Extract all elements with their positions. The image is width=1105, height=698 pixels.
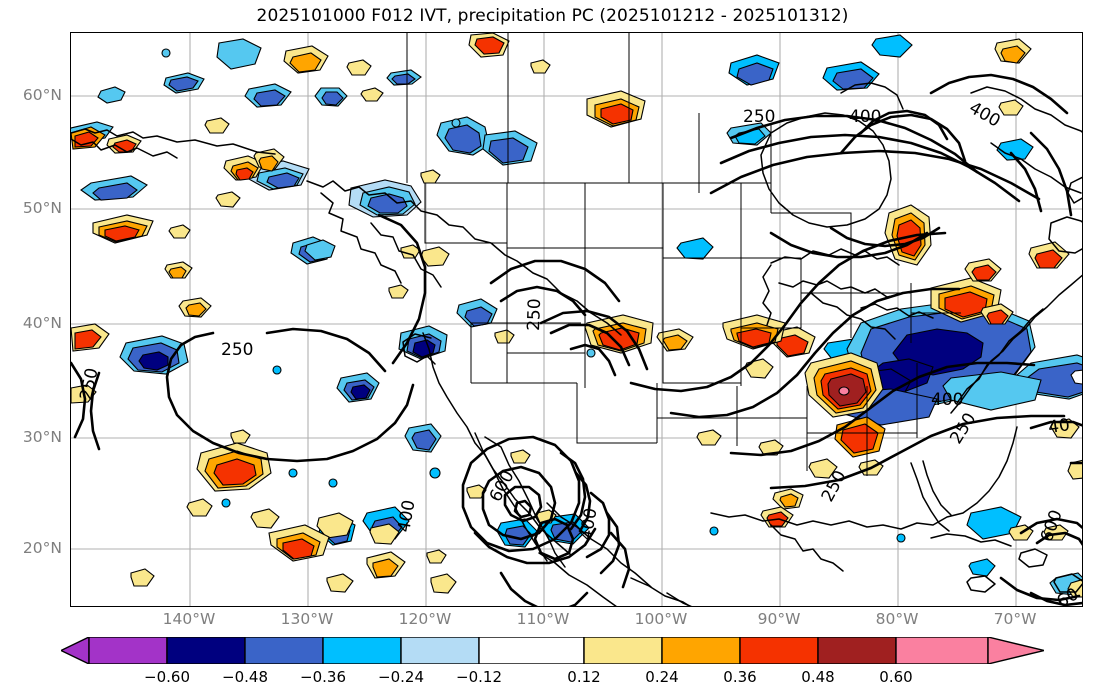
ytick-label-0: 60°N bbox=[22, 86, 62, 104]
figure-title: 2025101000 F012 IVT, precipitation PC (2… bbox=[256, 6, 849, 26]
colorbar-tick-label-4: −0.12 bbox=[456, 668, 502, 686]
contour-label-400-labrador: 400 bbox=[966, 98, 1004, 132]
coastlines-and-borders bbox=[71, 82, 1082, 606]
colorbar-band-2 bbox=[244, 637, 324, 664]
map-plot-area[interactable]: 250 250 250 250 400 400 400 250 250 40 6… bbox=[70, 32, 1083, 607]
colorbar-band-4 bbox=[400, 637, 480, 664]
contour-label-250-left: 250 bbox=[76, 366, 102, 402]
colorbar-band-8 bbox=[739, 637, 819, 664]
ytick-label-1: 50°N bbox=[22, 199, 62, 217]
contour-label-400-atlantic: 400 bbox=[931, 390, 963, 410]
ytick-label-4: 20°N bbox=[22, 539, 62, 557]
colorbar-band-3 bbox=[322, 637, 402, 664]
colorbar-tick-label-5: 0.12 bbox=[567, 668, 601, 686]
colorbar-tick-label-1: −0.48 bbox=[222, 668, 268, 686]
colorbar-band-0 bbox=[88, 637, 168, 664]
colorbar-band-5 bbox=[478, 637, 585, 664]
colorbar-band-7 bbox=[661, 637, 741, 664]
colorbar-over-arrow bbox=[987, 637, 1044, 664]
xtick-label-1: 130°W bbox=[280, 610, 334, 628]
colorbar-tick-label-8: 0.48 bbox=[801, 668, 835, 686]
contour-label-250-canada: 250 bbox=[743, 107, 775, 127]
xtick-label-3: 110°W bbox=[516, 610, 570, 628]
xtick-label-7: 70°W bbox=[993, 610, 1037, 628]
colorbar[interactable] bbox=[61, 637, 1044, 664]
ytick-label-2: 40°N bbox=[22, 314, 62, 332]
colorbar-tick-label-6: 0.24 bbox=[645, 668, 679, 686]
ivt-contours bbox=[71, 73, 1082, 606]
colorbar-band-10 bbox=[895, 637, 989, 664]
colorbar-tick-label-9: 0.60 bbox=[879, 668, 913, 686]
contour-label-250-pacific: 250 bbox=[221, 340, 253, 360]
contour-label-400-canada: 400 bbox=[849, 107, 881, 127]
state-borders bbox=[406, 33, 961, 476]
map-canvas: 250 250 250 250 400 400 400 250 250 40 6… bbox=[71, 33, 1082, 606]
colorbar-tick-label-0: −0.60 bbox=[144, 668, 190, 686]
ytick-label-3: 30°N bbox=[22, 428, 62, 446]
colorbar-band-1 bbox=[166, 637, 246, 664]
colorbar-tick-label-3: −0.24 bbox=[378, 668, 424, 686]
colorbar-band-9 bbox=[817, 637, 897, 664]
colorbar-under-arrow bbox=[61, 637, 90, 664]
xtick-label-6: 80°W bbox=[875, 610, 919, 628]
contour-label-400-mexico: 400 bbox=[576, 506, 601, 541]
contour-label-400-baja: 400 bbox=[394, 498, 419, 533]
contour-label-250-interior: 250 bbox=[524, 298, 545, 331]
xtick-label-4: 100°W bbox=[634, 610, 688, 628]
contour-labels: 250 250 250 250 400 400 400 250 250 40 6… bbox=[76, 98, 1082, 606]
xtick-label-0: 140°W bbox=[162, 610, 216, 628]
xtick-label-2: 120°W bbox=[398, 610, 452, 628]
xtick-label-5: 90°W bbox=[757, 610, 801, 628]
colorbar-band-6 bbox=[583, 637, 663, 664]
colorbar-tick-label-7: 0.36 bbox=[723, 668, 757, 686]
contour-label-250-atlantic-s: 250 bbox=[946, 410, 980, 448]
contour-label-40-atlantic: 40 bbox=[1047, 415, 1071, 438]
colorbar-tick-label-2: −0.36 bbox=[300, 668, 346, 686]
colorbar-canvas bbox=[61, 637, 1044, 664]
